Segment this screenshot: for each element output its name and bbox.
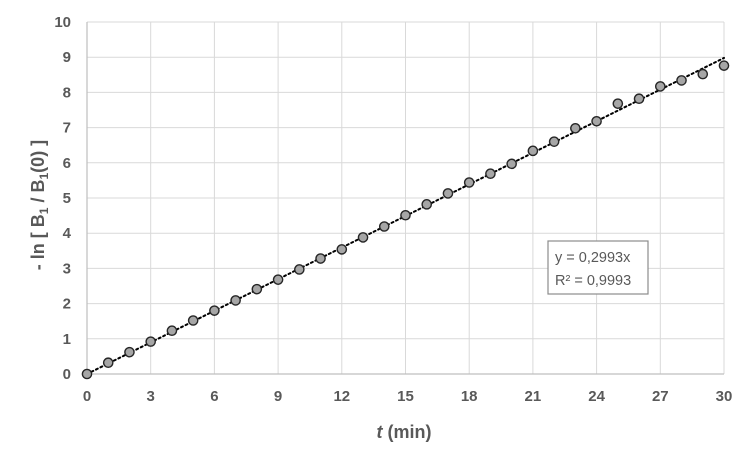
y-tick-label: 2: [63, 296, 71, 313]
x-tick-label: 6: [210, 388, 218, 405]
data-point: [272, 274, 284, 285]
x-tick-label: 24: [588, 388, 605, 405]
data-point: [506, 158, 517, 170]
grid: [86, 21, 725, 375]
data-point: [357, 232, 369, 243]
data-point: [633, 93, 645, 105]
x-tick-label: 21: [525, 388, 542, 405]
data-point: [124, 346, 135, 358]
x-tick-label: 3: [147, 388, 155, 405]
y-tick-label: 10: [54, 14, 71, 31]
y-tick-label: 9: [63, 49, 71, 66]
x-tick-label: 9: [274, 388, 282, 405]
equation-box-border: [547, 240, 649, 295]
equation-box: y = 0,2993x R² = 0,9993: [547, 240, 649, 295]
y-axis-title-part: (0) ]: [28, 140, 48, 173]
y-tick-label: 1: [63, 331, 71, 348]
data-point: [294, 264, 305, 275]
y-tick-label: 8: [63, 84, 71, 101]
data-point: [251, 283, 263, 295]
data-point: [81, 368, 93, 380]
x-axis-title-var: t: [377, 422, 384, 442]
data-point: [655, 81, 666, 92]
data-point: [485, 168, 496, 180]
data-point: [463, 177, 475, 188]
x-tick-label: 12: [333, 388, 350, 405]
y-tick-labels: 0 1 2 3 4 5 6 7 8 9 10: [54, 14, 71, 383]
data-point: [570, 123, 581, 134]
y-axis-title-part: - ln [ B: [28, 214, 48, 270]
x-tick-label: 18: [461, 388, 478, 405]
data-point: [697, 68, 709, 80]
data-point: [378, 221, 390, 232]
data-point: [336, 244, 348, 255]
data-point: [676, 75, 687, 86]
r-squared-text: R² = 0,9993: [555, 273, 631, 289]
data-point: [442, 188, 454, 199]
y-tick-label: 7: [63, 120, 71, 137]
x-tick-label: 30: [716, 388, 733, 405]
data-point: [187, 315, 199, 326]
x-tick-label: 27: [652, 388, 669, 405]
y-tick-label: 3: [63, 260, 71, 277]
data-point: [102, 357, 114, 369]
y-axis-title-sub: 1: [37, 172, 51, 179]
y-tick-label: 0: [63, 366, 71, 383]
y-tick-label: 5: [63, 190, 71, 207]
data-point: [400, 209, 411, 221]
x-tick-label: 0: [83, 388, 91, 405]
x-tick-label: 15: [397, 388, 414, 405]
data-point: [527, 145, 539, 157]
data-point: [421, 199, 433, 210]
data-point: [315, 253, 326, 264]
x-axis-title: t (min): [377, 422, 432, 442]
x-tick-labels: 0 3 6 9 12 15 18 21 24 27 30: [83, 388, 733, 405]
y-axis-title: - ln [ B1 / B1(0) ]: [28, 140, 51, 270]
data-point: [209, 305, 220, 316]
data-point: [718, 60, 730, 71]
data-point: [230, 295, 241, 306]
data-point: [548, 136, 560, 147]
y-tick-label: 6: [63, 155, 71, 172]
y-tick-label: 4: [63, 225, 72, 242]
data-point: [145, 336, 156, 347]
y-axis-title-sub: 1: [37, 207, 51, 214]
data-point: [166, 325, 178, 337]
x-axis-title-unit: (min): [383, 422, 432, 442]
equation-text: y = 0,2993x: [555, 250, 631, 266]
data-points: [81, 60, 730, 380]
data-point: [591, 115, 602, 127]
y-axis-title-part: / B: [28, 179, 48, 207]
data-point: [612, 98, 624, 109]
